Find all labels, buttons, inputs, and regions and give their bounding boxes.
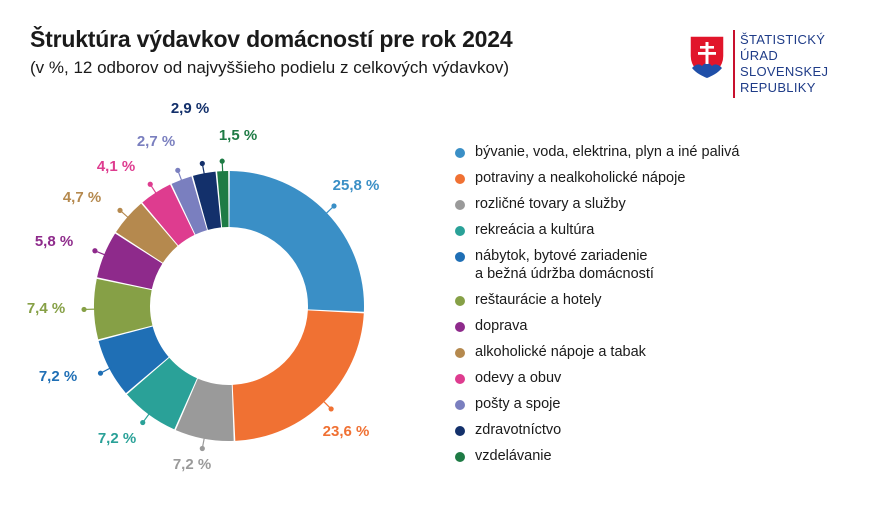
legend-label: pošty a spoje xyxy=(475,396,561,412)
legend-item: bývanie, voda, elektrina, plyn a iné pal… xyxy=(455,143,855,161)
legend-label: reštaurácie a hotely xyxy=(475,292,602,308)
legend-swatch xyxy=(455,296,465,306)
donut-slice xyxy=(98,326,169,394)
logo-line: ŠTATISTICKÝ xyxy=(740,32,826,47)
logo-text: ŠTATISTICKÝ ÚRAD SLOVENSKEJ REPUBLIKY xyxy=(740,32,828,96)
legend-swatch xyxy=(455,200,465,210)
legend-swatch xyxy=(455,174,465,184)
legend-label: nábytok, bytové zariadenie a bežná údržb… xyxy=(475,248,654,282)
leader-dot xyxy=(140,419,146,426)
legend-swatch xyxy=(455,426,465,436)
donut-slice xyxy=(192,171,222,230)
leader-dot xyxy=(81,306,87,313)
legend-item: rekreácia a kultúra xyxy=(455,221,855,239)
donut-slice xyxy=(217,171,229,228)
data-label: 7,4 % xyxy=(27,300,65,317)
statistical-office-logo: ŠTATISTICKÝ ÚRAD SLOVENSKEJ REPUBLIKY xyxy=(688,30,858,100)
legend-item: odevy a obuv xyxy=(455,369,855,387)
data-label: 2,7 % xyxy=(137,133,175,150)
page-subtitle: (v %, 12 odborov od najvyššieho podielu … xyxy=(30,58,510,77)
legend-item: potraviny a nealkoholické nápoje xyxy=(455,169,855,187)
donut-slice xyxy=(94,278,153,340)
legend-label: rozličné tovary a služby xyxy=(475,196,626,212)
leader-dot xyxy=(147,181,153,187)
legend-swatch xyxy=(455,452,465,462)
logo-line: REPUBLIKY xyxy=(740,80,816,95)
legend-label: potraviny a nealkoholické nápoje xyxy=(475,170,686,186)
donut-slice xyxy=(175,378,234,441)
legend-item: nábytok, bytové zariadenie a bežná údržb… xyxy=(455,247,855,283)
legend-swatch xyxy=(455,322,465,332)
logo-line: SLOVENSKEJ xyxy=(740,64,829,79)
donut-slice xyxy=(142,184,195,246)
legend-item: alkoholické nápoje a tabak xyxy=(455,343,855,361)
data-label: 5,8 % xyxy=(35,233,73,250)
legend-label: doprava xyxy=(475,318,528,334)
legend-swatch xyxy=(455,348,465,358)
data-label: 4,1 % xyxy=(97,158,135,175)
leader-dot xyxy=(117,207,123,213)
legend-label: alkoholické nápoje a tabak xyxy=(475,344,646,360)
page-title: Štruktúra výdavkov domácností pre rok 20… xyxy=(30,26,513,52)
data-label: 2,9 % xyxy=(171,100,209,117)
legend-swatch xyxy=(455,252,465,262)
legend-item: zdravotníctvo xyxy=(455,421,855,439)
legend-item: vzdelávanie xyxy=(455,447,855,465)
donut-slice xyxy=(232,310,364,441)
donut-slice xyxy=(115,203,178,263)
donut-slice xyxy=(97,233,163,290)
legend-item: reštaurácie a hotely xyxy=(455,291,855,309)
logo-divider xyxy=(733,30,735,98)
coat-of-arms-icon xyxy=(689,35,725,79)
leader-dot xyxy=(97,370,104,376)
legend-swatch xyxy=(455,226,465,236)
legend-item: rozličné tovary a služby xyxy=(455,195,855,213)
data-label: 4,7 % xyxy=(63,189,101,206)
leader-dot xyxy=(331,203,337,209)
donut-slice xyxy=(171,176,208,235)
chart-legend: bývanie, voda, elektrina, plyn a iné pal… xyxy=(455,143,855,473)
leader-dot xyxy=(219,158,225,164)
leader-dot xyxy=(175,167,181,173)
data-label: 23,6 % xyxy=(323,423,370,440)
data-label: 7,2 % xyxy=(173,456,211,473)
legend-swatch xyxy=(455,148,465,158)
data-label: 1,5 % xyxy=(219,127,257,144)
donut-slice xyxy=(126,357,197,430)
legend-swatch xyxy=(455,374,465,384)
legend-label: odevy a obuv xyxy=(475,370,562,386)
leader-dot xyxy=(199,445,205,452)
legend-label: zdravotníctvo xyxy=(475,422,562,438)
donut-slice xyxy=(229,171,365,312)
data-label: 25,8 % xyxy=(333,177,380,194)
legend-swatch xyxy=(455,400,465,410)
legend-label: vzdelávanie xyxy=(475,448,552,464)
logo-line: ÚRAD xyxy=(740,48,779,63)
leader-dot xyxy=(92,248,98,254)
legend-label: rekreácia a kultúra xyxy=(475,222,595,238)
data-label: 7,2 % xyxy=(39,368,77,385)
legend-item: pošty a spoje xyxy=(455,395,855,413)
data-label: 7,2 % xyxy=(98,430,136,447)
legend-label: bývanie, voda, elektrina, plyn a iné pal… xyxy=(475,144,740,160)
leader-dot xyxy=(199,160,205,167)
leader-dot xyxy=(328,406,334,412)
legend-item: doprava xyxy=(455,317,855,335)
